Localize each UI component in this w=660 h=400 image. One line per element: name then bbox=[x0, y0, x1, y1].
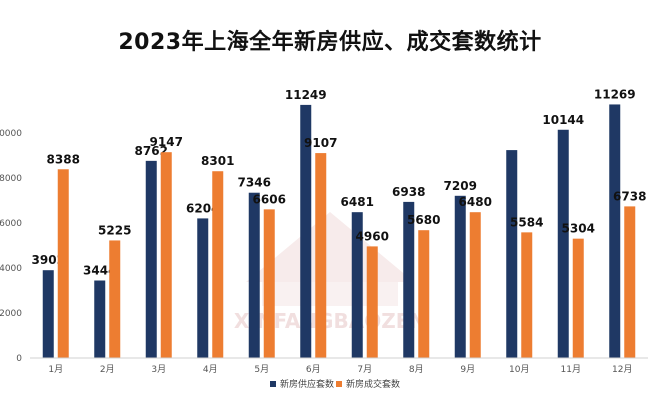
y-tick-label: 0 bbox=[16, 354, 22, 364]
legend-swatch-supply bbox=[270, 381, 276, 387]
data-label-sales: 6738 bbox=[613, 189, 646, 203]
bar-supply bbox=[506, 150, 518, 358]
bar-supply bbox=[145, 160, 157, 358]
x-tick-label: 8月 bbox=[409, 364, 424, 375]
bar-supply bbox=[248, 192, 260, 358]
bar-supply bbox=[42, 270, 54, 358]
x-tick-label: 7月 bbox=[357, 364, 372, 375]
bar-supply bbox=[403, 201, 415, 358]
bar-sales bbox=[366, 246, 378, 358]
legend: 新房供应套数 新房成交套数 bbox=[270, 378, 400, 390]
bar-sales bbox=[572, 238, 584, 358]
y-tick-label: 4000 bbox=[0, 264, 22, 274]
x-tick-label: 9月 bbox=[460, 364, 475, 375]
data-label-sales: 5304 bbox=[562, 222, 595, 236]
data-label-supply: 6938 bbox=[392, 185, 425, 199]
data-label-sales: 6606 bbox=[253, 192, 286, 206]
bar-supply bbox=[557, 129, 569, 358]
data-label-sales: 8301 bbox=[201, 154, 234, 168]
y-tick-label: 6000 bbox=[0, 219, 22, 229]
bar-supply bbox=[454, 195, 466, 358]
bar-sales bbox=[315, 153, 327, 358]
watermark-text: XINFANGBAOZEN bbox=[234, 309, 426, 333]
x-tick-label: 2月 bbox=[100, 364, 115, 375]
bar-sales bbox=[57, 169, 69, 358]
y-axis: 0 2000 4000 6000 8000 10000 bbox=[0, 129, 22, 364]
data-label-supply: 8762 bbox=[135, 144, 168, 158]
x-tick-label: 10月 bbox=[509, 364, 529, 375]
legend-label-supply: 新房供应套数 bbox=[280, 378, 334, 390]
data-label-sales: 9147 bbox=[150, 135, 183, 149]
bar-supply bbox=[197, 218, 209, 358]
data-label-sales: 9107 bbox=[304, 136, 337, 150]
data-label-sales: 8388 bbox=[47, 152, 80, 166]
bar-sales bbox=[469, 212, 481, 358]
x-tick-label: 4月 bbox=[203, 364, 218, 375]
y-tick-label: 2000 bbox=[0, 309, 22, 319]
legend-swatch-sales bbox=[336, 381, 342, 387]
bar-sales bbox=[418, 230, 430, 358]
watermark-logo: XINFANGBAOZEN bbox=[234, 212, 426, 333]
data-label-sales: 5225 bbox=[98, 223, 131, 237]
data-label-supply: 11269 bbox=[594, 87, 636, 101]
data-label-supply: 7346 bbox=[238, 176, 271, 190]
bar-supply bbox=[609, 104, 621, 358]
y-tick-label: 10000 bbox=[0, 129, 22, 139]
data-label-supply: 6204 bbox=[186, 201, 219, 215]
bar-sales bbox=[212, 171, 224, 358]
data-label-supply: 3444 bbox=[83, 264, 116, 278]
data-label-sales: 4960 bbox=[356, 229, 389, 243]
x-tick-label: 12月 bbox=[612, 364, 632, 375]
x-axis: 1月 2月 3月 4月 5月 6月 7月 8月 9月 10月 11月 12月 bbox=[30, 357, 648, 375]
bar-supply bbox=[94, 280, 106, 358]
bar-supply bbox=[351, 212, 363, 358]
x-tick-label: 11月 bbox=[561, 364, 581, 375]
data-label-sales: 5584 bbox=[510, 215, 543, 229]
data-label-supply: 7209 bbox=[444, 179, 477, 193]
data-label-supply: 10144 bbox=[542, 113, 584, 127]
data-label-sales: 6480 bbox=[459, 195, 492, 209]
bar-sales bbox=[109, 240, 121, 358]
bar-sales bbox=[263, 209, 275, 358]
bar-sales bbox=[521, 232, 533, 358]
x-tick-label: 1月 bbox=[48, 364, 63, 375]
data-label-supply: 3902 bbox=[32, 253, 65, 267]
bar-sales bbox=[624, 206, 636, 358]
chart-title: 2023年上海全年新房供应、成交套数统计 bbox=[118, 30, 542, 55]
legend-label-sales: 新房成交套数 bbox=[346, 378, 400, 390]
data-label-sales: 5680 bbox=[407, 213, 440, 227]
data-label-supply: 6481 bbox=[341, 195, 374, 209]
data-label-supply: 11249 bbox=[285, 88, 327, 102]
bar-supply bbox=[300, 104, 312, 359]
x-tick-label: 5月 bbox=[254, 364, 269, 375]
y-tick-label: 8000 bbox=[0, 174, 22, 184]
x-tick-label: 3月 bbox=[151, 364, 166, 375]
x-tick-label: 6月 bbox=[306, 364, 321, 375]
bar-sales bbox=[160, 152, 172, 358]
